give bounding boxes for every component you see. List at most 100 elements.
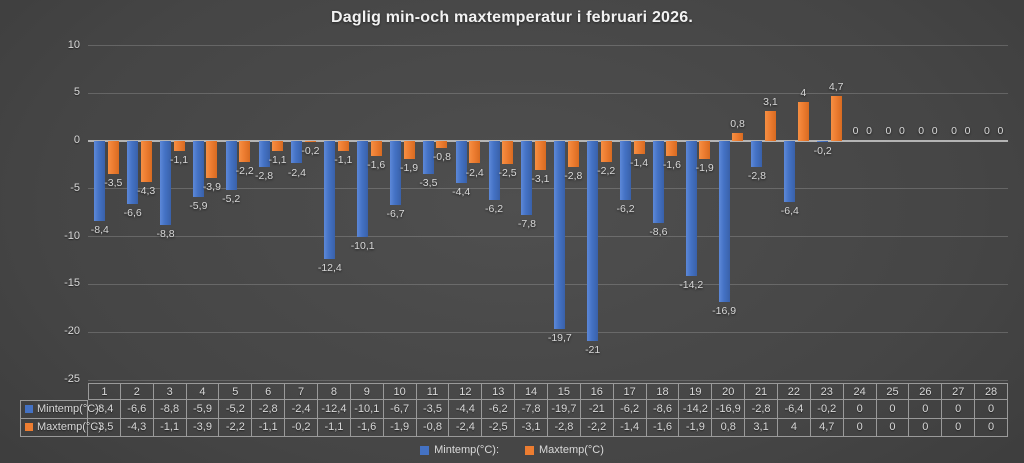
bar-maxtemp-day-1 <box>107 140 119 174</box>
table-day-header: 5 <box>219 383 253 400</box>
data-label-mintemp-day-26: 0 <box>918 124 925 137</box>
bar-mintemp-day-15 <box>554 140 566 329</box>
bar-maxtemp-day-16 <box>600 140 612 162</box>
table-day-header: 17 <box>613 383 647 400</box>
table-day-header: 8 <box>318 383 351 400</box>
legend-item-mintemp: Mintemp(°C): <box>420 444 499 456</box>
data-label-mintemp-day-10: -6,7 <box>386 207 405 220</box>
data-label-mintemp-day-22: -6,4 <box>780 204 799 217</box>
table-value-cell: 0 <box>942 400 976 419</box>
table-value-cell: 0 <box>876 400 910 419</box>
bar-mintemp-day-12 <box>455 140 467 183</box>
table-value-cell: -4,4 <box>449 400 483 419</box>
table-value-cell: -1,9 <box>679 418 713 437</box>
table-day-header: 25 <box>876 383 910 400</box>
data-label-maxtemp-day-7: -0,2 <box>301 145 320 158</box>
bar-mintemp-day-2 <box>127 140 139 204</box>
data-label-maxtemp-day-16: -2,2 <box>597 164 616 177</box>
y-tick-label: -5 <box>70 181 80 194</box>
data-label-maxtemp-day-2: -4,3 <box>137 184 156 197</box>
table-value-cell: -1,9 <box>383 418 417 437</box>
data-label-mintemp-day-15: -19,7 <box>547 331 572 344</box>
data-label-mintemp-day-11: -3,5 <box>419 177 438 190</box>
table-day-header: 15 <box>548 383 581 400</box>
data-label-mintemp-day-13: -6,2 <box>485 202 504 215</box>
bar-maxtemp-day-11 <box>436 140 448 149</box>
bar-mintemp-day-16 <box>587 140 599 342</box>
data-label-maxtemp-day-9: -1,6 <box>367 158 386 171</box>
y-tick-label: -10 <box>64 229 80 242</box>
data-label-mintemp-day-16: -21 <box>585 344 601 357</box>
table-value-cell: 0 <box>975 418 1008 437</box>
bar-mintemp-day-18 <box>652 140 664 223</box>
data-label-maxtemp-day-12: -2,4 <box>465 166 484 179</box>
gridline <box>88 188 1008 190</box>
table-value-cell: -3,1 <box>515 418 548 437</box>
table-day-header: 2 <box>120 383 154 400</box>
table-value-cell: -6,2 <box>482 400 516 419</box>
bar-mintemp-day-1 <box>94 140 106 221</box>
data-label-maxtemp-day-4: -3,9 <box>202 180 221 193</box>
data-label-mintemp-day-27: 0 <box>951 124 957 137</box>
table-value-cell: -6,7 <box>383 400 417 419</box>
bar-maxtemp-day-9 <box>370 140 382 156</box>
bar-mintemp-day-23 <box>817 140 829 143</box>
bar-maxtemp-day-6 <box>272 140 284 152</box>
chart-title: Daglig min-och maxtemperatur i februari … <box>331 9 693 26</box>
data-label-mintemp-day-7: -2,4 <box>287 166 306 179</box>
legend-swatch-maxtemp-icon <box>525 445 534 455</box>
gridline <box>88 283 1008 285</box>
table-day-header: 10 <box>383 383 417 400</box>
bar-mintemp-day-9 <box>357 140 369 238</box>
table-value-cell: -1,1 <box>252 418 286 437</box>
data-label-maxtemp-day-26: 0 <box>931 124 938 137</box>
table-value-cell: 4,7 <box>810 418 844 437</box>
legend: Mintemp(°C): Maxtemp(°C) <box>0 442 1024 458</box>
data-label-mintemp-day-4: -5,9 <box>189 199 208 212</box>
table-value-cell: 3,1 <box>745 418 778 437</box>
data-label-maxtemp-day-14: -3,1 <box>531 173 550 186</box>
table-row-header-maxtemp: Maxtemp(°C) <box>20 418 102 437</box>
table-day-header: 28 <box>975 383 1008 400</box>
table-value-cell: -0,2 <box>285 418 318 437</box>
table-value-cell: 0 <box>942 418 976 437</box>
legend-item-maxtemp: Maxtemp(°C) <box>525 444 604 456</box>
table-value-cell: -1,1 <box>318 418 351 437</box>
bar-maxtemp-day-7 <box>304 140 316 143</box>
bar-mintemp-day-5 <box>225 140 237 191</box>
bar-mintemp-day-3 <box>160 140 171 225</box>
table-value-cell: -3,5 <box>416 400 450 419</box>
y-tick-label: -20 <box>64 325 80 338</box>
table-value-cell: -6,2 <box>613 400 647 419</box>
table-value-cell: 0,8 <box>712 418 746 437</box>
data-label-maxtemp-day-20: 0,8 <box>730 117 745 130</box>
bar-maxtemp-day-22 <box>797 102 809 141</box>
table-value-cell: -21 <box>580 400 614 419</box>
bar-mintemp-day-20 <box>718 140 730 303</box>
bar-maxtemp-day-12 <box>469 140 481 164</box>
data-label-maxtemp-day-19: -1,9 <box>695 161 714 174</box>
data-label-maxtemp-day-13: -2,5 <box>498 167 517 180</box>
bar-maxtemp-day-19 <box>699 140 711 159</box>
table-value-cell: -2,5 <box>482 418 516 437</box>
bar-maxtemp-day-8 <box>337 140 349 152</box>
table-value-cell: -5,9 <box>186 400 220 419</box>
data-label-mintemp-day-2: -6,6 <box>123 206 142 219</box>
table-value-cell: -8,6 <box>646 400 680 419</box>
table-value-cell: -10,1 <box>350 400 384 419</box>
table-day-header: 20 <box>712 383 746 400</box>
data-label-maxtemp-day-3: -1,1 <box>169 154 189 167</box>
data-label-mintemp-day-5: -5,2 <box>222 193 241 206</box>
table-value-cell: -2,2 <box>580 418 614 437</box>
table-value-cell: 0 <box>909 400 943 419</box>
data-label-mintemp-day-23: -0,2 <box>813 145 832 158</box>
table-day-header: 1 <box>88 383 121 400</box>
y-tick-label: -15 <box>64 277 80 290</box>
y-tick-label: -25 <box>64 373 80 385</box>
table-day-header: 4 <box>186 383 220 400</box>
data-label-maxtemp-day-17: -1,4 <box>629 156 649 169</box>
table-value-cell: 0 <box>876 418 910 437</box>
data-label-mintemp-day-21: -2,8 <box>747 170 766 183</box>
table-row-label: Maxtemp(°C) <box>37 421 102 434</box>
